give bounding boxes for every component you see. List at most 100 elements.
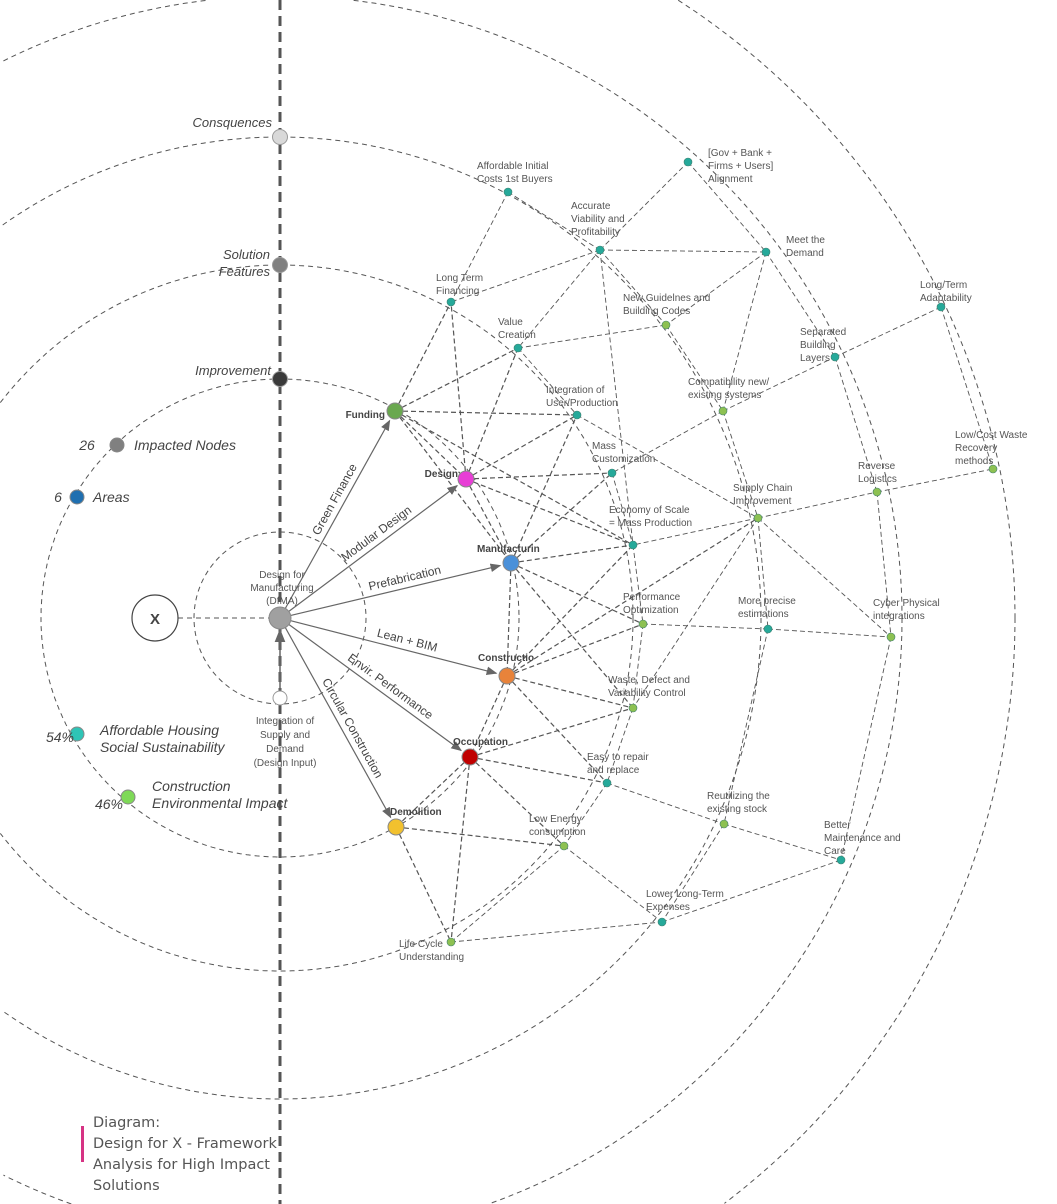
edge bbox=[517, 249, 601, 349]
node-label-line: Recovery bbox=[955, 443, 997, 454]
arrow-label: Circular Construction bbox=[319, 676, 386, 781]
legend-label: Construction Environmental Impact bbox=[152, 778, 289, 811]
legend-marker bbox=[69, 489, 85, 505]
impact-node bbox=[988, 464, 998, 474]
impact-node bbox=[513, 343, 523, 353]
arrow-constructio bbox=[289, 619, 498, 676]
edge bbox=[840, 636, 892, 861]
edge bbox=[642, 623, 769, 630]
ring-label-line: Improvement bbox=[195, 363, 272, 378]
arrow-label: Modular Design bbox=[338, 503, 414, 565]
node-label-line: Integration of bbox=[546, 385, 605, 396]
edge bbox=[507, 191, 601, 251]
node-label-line: Firms + Users] bbox=[708, 161, 774, 172]
node-label-line: [Gov + Bank + bbox=[708, 148, 772, 159]
edge bbox=[611, 472, 634, 546]
node-label-line: Reverse bbox=[858, 461, 896, 472]
edge bbox=[517, 347, 578, 416]
edge bbox=[469, 756, 608, 784]
edge bbox=[450, 249, 601, 303]
legend-label-line: Construction bbox=[152, 778, 231, 794]
edge bbox=[465, 478, 634, 546]
impact-node bbox=[761, 247, 771, 257]
arrow-manufacturin bbox=[289, 563, 502, 617]
edge bbox=[394, 347, 519, 412]
node-label-line: integrations bbox=[873, 611, 925, 622]
edge bbox=[765, 251, 836, 358]
node-label-line: Creation bbox=[498, 330, 536, 341]
node-label-line: Easy to repair bbox=[587, 752, 649, 763]
node-label-line: Expenses bbox=[646, 902, 690, 913]
ring-label-line: Solution bbox=[223, 247, 270, 262]
edge bbox=[506, 623, 644, 677]
ring-label-line: Features bbox=[219, 264, 271, 279]
node-label-line: Understanding bbox=[399, 952, 464, 963]
edge bbox=[876, 468, 994, 493]
node-label-line: Optimization bbox=[623, 605, 679, 616]
design-input-label-line: (Design Input) bbox=[254, 758, 317, 769]
area-label: Design bbox=[425, 469, 458, 480]
legend-label: Impacted Nodes bbox=[134, 437, 236, 453]
edge bbox=[767, 628, 892, 638]
ring-consequences bbox=[2, 136, 762, 1100]
impact-node bbox=[595, 245, 605, 255]
edge bbox=[465, 414, 578, 480]
node-label-line: New Guidelnes and bbox=[623, 293, 710, 304]
area-label: Demolition bbox=[390, 807, 442, 818]
node-label-line: Low/Cost Waste bbox=[955, 430, 1028, 441]
edge bbox=[606, 707, 634, 784]
impact-node bbox=[719, 819, 729, 829]
ring-solution-features bbox=[0, 264, 634, 972]
node-label: Integration of User/Production bbox=[546, 385, 618, 409]
diagram-caption: Diagram: Design for X - Framework Analys… bbox=[93, 1113, 277, 1197]
node-label: Long/Term Adaptability bbox=[920, 280, 972, 304]
node-label: Performance Optimization bbox=[623, 592, 681, 616]
dfma-label-line: Design for bbox=[259, 570, 305, 581]
node-label-line: Costs 1st Buyers bbox=[477, 174, 553, 185]
edge bbox=[563, 845, 663, 923]
node-label: Economy of Scale = Mass Production bbox=[609, 505, 692, 529]
node-label: Waste, Defect and Variability Control bbox=[608, 675, 690, 699]
edge bbox=[506, 517, 759, 677]
node-label-line: existing systems bbox=[688, 390, 761, 401]
arrow-occupation bbox=[287, 623, 462, 752]
arrow-label: Green Finance bbox=[309, 461, 360, 537]
node-label-line: Building bbox=[800, 340, 836, 351]
edge bbox=[722, 356, 836, 412]
edge bbox=[395, 756, 471, 828]
impact-node bbox=[936, 302, 946, 312]
ring-inner bbox=[193, 531, 367, 705]
design-input-label-line: Supply and bbox=[260, 730, 310, 741]
impact-node bbox=[638, 619, 648, 629]
node-label-line: Viability and bbox=[571, 214, 625, 225]
node-label-line: Lower Long-Term bbox=[646, 889, 724, 900]
edge bbox=[611, 410, 724, 474]
node-label-line: Reutilizing the bbox=[707, 791, 770, 802]
design-input-label-line: Demand bbox=[266, 744, 304, 755]
edge bbox=[576, 414, 759, 519]
edge bbox=[876, 491, 892, 638]
edge bbox=[661, 823, 725, 923]
node-label-line: Separated bbox=[800, 327, 846, 338]
legend-marker bbox=[120, 789, 136, 805]
node-label-line: Variability Control bbox=[608, 688, 686, 699]
edge bbox=[450, 756, 471, 943]
area-label: Manufacturin bbox=[477, 544, 540, 555]
node-label-line: Layers bbox=[800, 353, 830, 364]
legend-value: 54% bbox=[46, 729, 74, 745]
node-label: Cyber Physical integrations bbox=[873, 598, 940, 622]
ring-outer-2 bbox=[677, 0, 1016, 1204]
edge bbox=[723, 628, 769, 825]
ring-marker bbox=[272, 129, 288, 145]
impact-node bbox=[872, 487, 882, 497]
edge bbox=[757, 491, 878, 519]
node-label-line: Alignment bbox=[708, 174, 753, 185]
edge bbox=[665, 324, 724, 412]
node-label-line: methods bbox=[955, 456, 993, 467]
node-label: Long Term Financing bbox=[436, 273, 483, 297]
node-label-line: Accurate bbox=[571, 201, 611, 212]
dfma-label-line: Manufacturing bbox=[250, 583, 313, 594]
impact-node bbox=[446, 297, 456, 307]
ring-marker bbox=[272, 371, 288, 387]
